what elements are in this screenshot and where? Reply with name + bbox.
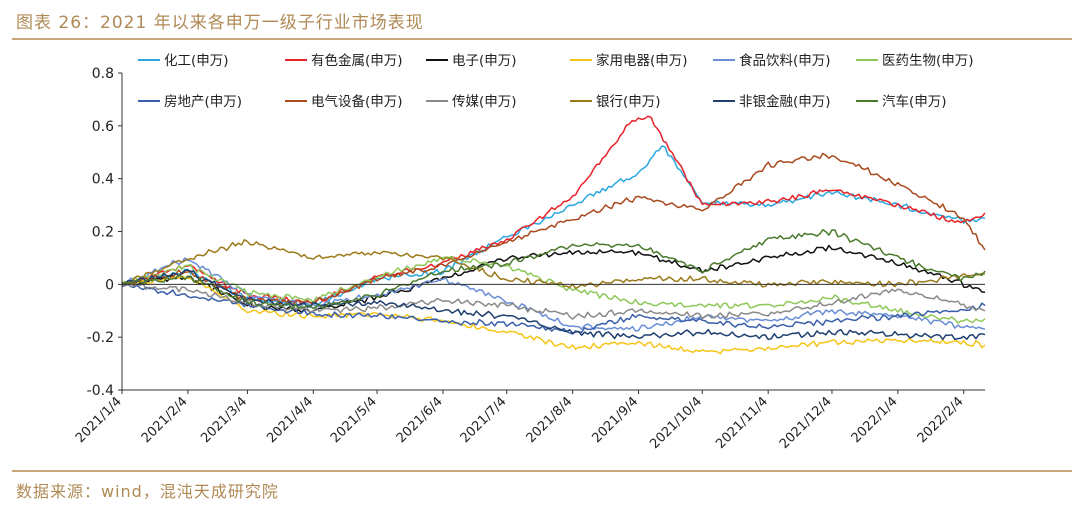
series-line-8	[121, 152, 986, 306]
legend-item-4: 家用电器(申万)	[570, 52, 688, 69]
y-tick-label: -0.2	[87, 330, 114, 346]
legend-label: 有色金属(申万)	[311, 52, 403, 69]
legend-label: 食品饮料(申万)	[739, 52, 831, 69]
legend-item-8: 电气设备(申万)	[285, 93, 403, 110]
legend-item-6: 医药生物(申万)	[856, 53, 974, 69]
x-tick-label: 2021/7/4	[458, 394, 510, 446]
x-tick-label: 2021/11/4	[713, 394, 771, 452]
y-tick-label: 0.4	[92, 172, 114, 188]
legend-label: 传媒(申万)	[452, 94, 517, 110]
source-note: 数据来源：wind，混沌天成研究院	[16, 482, 279, 501]
x-tick-label: 2021/5/4	[328, 394, 380, 446]
series-line-2	[121, 115, 986, 306]
legend-label: 家用电器(申万)	[596, 52, 688, 69]
x-tick-label: 2021/4/4	[264, 394, 316, 446]
x-tick-label: 2021/8/4	[524, 394, 576, 446]
legend-label: 银行(申万)	[596, 94, 661, 110]
x-tick-label: 2022/1/4	[849, 394, 901, 446]
legend-label: 电子(申万)	[452, 53, 517, 69]
x-tick-label: 2021/2/4	[139, 394, 191, 446]
legend-item-2: 有色金属(申万)	[285, 52, 403, 69]
legend-item-10: 银行(申万)	[570, 94, 661, 110]
x-tick-label: 2021/9/4	[589, 394, 641, 446]
series-line-11	[121, 269, 986, 341]
legend-label: 医药生物(申万)	[882, 53, 974, 69]
legend-item-5: 食品饮料(申万)	[713, 52, 831, 69]
y-tick-label: 0	[105, 277, 114, 293]
legend-item-9: 传媒(申万)	[426, 94, 517, 110]
legend-item-1: 化工(申万)	[138, 53, 229, 69]
series-line-9	[121, 282, 986, 320]
x-tick-label: 2021/12/4	[777, 394, 835, 452]
x-tick-label: 2021/3/4	[198, 394, 250, 446]
legend-label: 化工(申万)	[164, 53, 229, 69]
y-tick-label: 0.6	[92, 119, 114, 135]
source-divider	[12, 470, 1072, 472]
series-line-10	[121, 239, 986, 290]
y-tick-label: -0.4	[87, 383, 114, 399]
legend-item-12: 汽车(申万)	[856, 93, 947, 110]
title-divider	[12, 38, 1072, 40]
legend-item-7: 房地产(申万)	[138, 94, 242, 110]
x-tick-label: 2022/2/4	[915, 394, 967, 446]
legend-label: 房地产(申万)	[164, 94, 242, 110]
legend-item-11: 非银金融(申万)	[713, 94, 831, 110]
figure-title: 图表 26：2021 年以来各申万一级子行业市场表现	[16, 13, 424, 33]
x-tick-label: 2021/1/4	[73, 394, 125, 446]
series-line-6	[121, 255, 986, 324]
legend-item-3: 电子(申万)	[426, 53, 517, 69]
y-tick-label: 0.8	[92, 66, 114, 82]
x-tick-label: 2021/6/4	[394, 394, 446, 446]
series-line-12	[121, 228, 986, 311]
legend-label: 非银金融(申万)	[739, 94, 831, 110]
y-tick-label: 0.2	[92, 225, 114, 241]
legend-label: 电气设备(申万)	[311, 93, 403, 110]
x-tick-label: 2021/10/4	[647, 394, 705, 452]
series-line-4	[121, 275, 986, 355]
legend-label: 汽车(申万)	[882, 93, 947, 110]
series-line-5	[121, 257, 986, 332]
